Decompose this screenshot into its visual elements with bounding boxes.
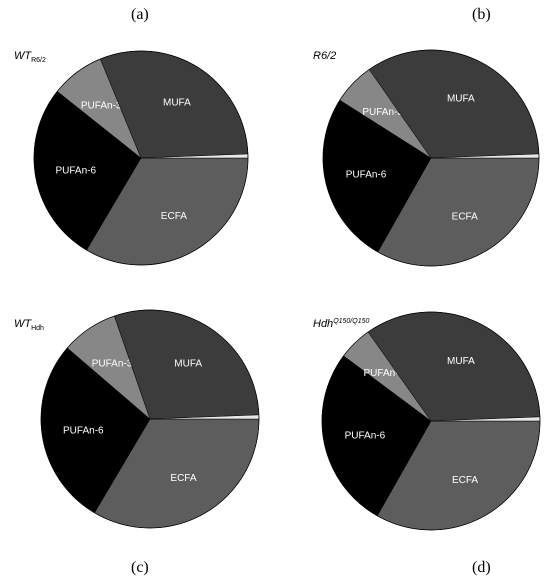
- pie-a-label-pufan-3: PUFAn-3: [81, 100, 122, 111]
- pie-d-label-mufa: MUFA: [447, 356, 475, 367]
- pie-c-label-mufa: MUFA: [174, 359, 202, 370]
- group-label-d-main: Hdh: [313, 318, 334, 330]
- pie-b-label-pufan-6: PUFAn-6: [346, 170, 387, 181]
- pie-a-label-mufa: MUFA: [163, 98, 191, 109]
- pie-b-label-pufan-3: PUFAn-3: [362, 107, 403, 118]
- group-label-a-sub: R6/2: [31, 57, 46, 64]
- pie-c-label-pufan-6: PUFAn-6: [63, 425, 104, 436]
- pie-b-outline: [322, 49, 540, 267]
- panel-letter-a: (a): [131, 6, 149, 23]
- pie-b-label-mufa: MUFA: [447, 94, 475, 105]
- group-label-c: WTHdh: [14, 318, 44, 332]
- panel-letter-c: (c): [131, 559, 149, 576]
- group-label-a: WTR6/2: [14, 50, 46, 64]
- pie-a-label-pufan-6: PUFAn-6: [55, 166, 96, 177]
- pie-d-outline: [321, 311, 541, 531]
- pie-c-label-ecfa: ECFA: [170, 473, 196, 484]
- group-label-c-main: WT: [14, 318, 32, 330]
- panel-letter-b: (b): [472, 6, 491, 23]
- pie-d-label-pufan-3: PUFAn-3: [364, 368, 405, 379]
- pie-d-label-pufan-6: PUFAn-6: [345, 430, 386, 441]
- group-label-d: HdhQ150/Q150: [313, 318, 369, 330]
- panel-letter-d: (d): [472, 559, 491, 576]
- pie-a-outline: [33, 50, 249, 266]
- group-label-b-main: R6/2: [313, 50, 337, 62]
- group-label-b: R6/2: [313, 50, 336, 62]
- pie-c-label-pufan-3: PUFAn-3: [92, 359, 133, 370]
- group-label-d-sup: Q150/Q150: [333, 318, 370, 325]
- pie-c-outline: [40, 309, 260, 529]
- pie-a-label-ecfa: ECFA: [161, 211, 187, 222]
- group-label-a-main: WT: [14, 50, 32, 62]
- pie-d-label-ecfa: ECFA: [452, 475, 478, 486]
- group-label-c-sub: Hdh: [31, 325, 44, 332]
- pie-b-label-ecfa: ECFA: [452, 211, 478, 222]
